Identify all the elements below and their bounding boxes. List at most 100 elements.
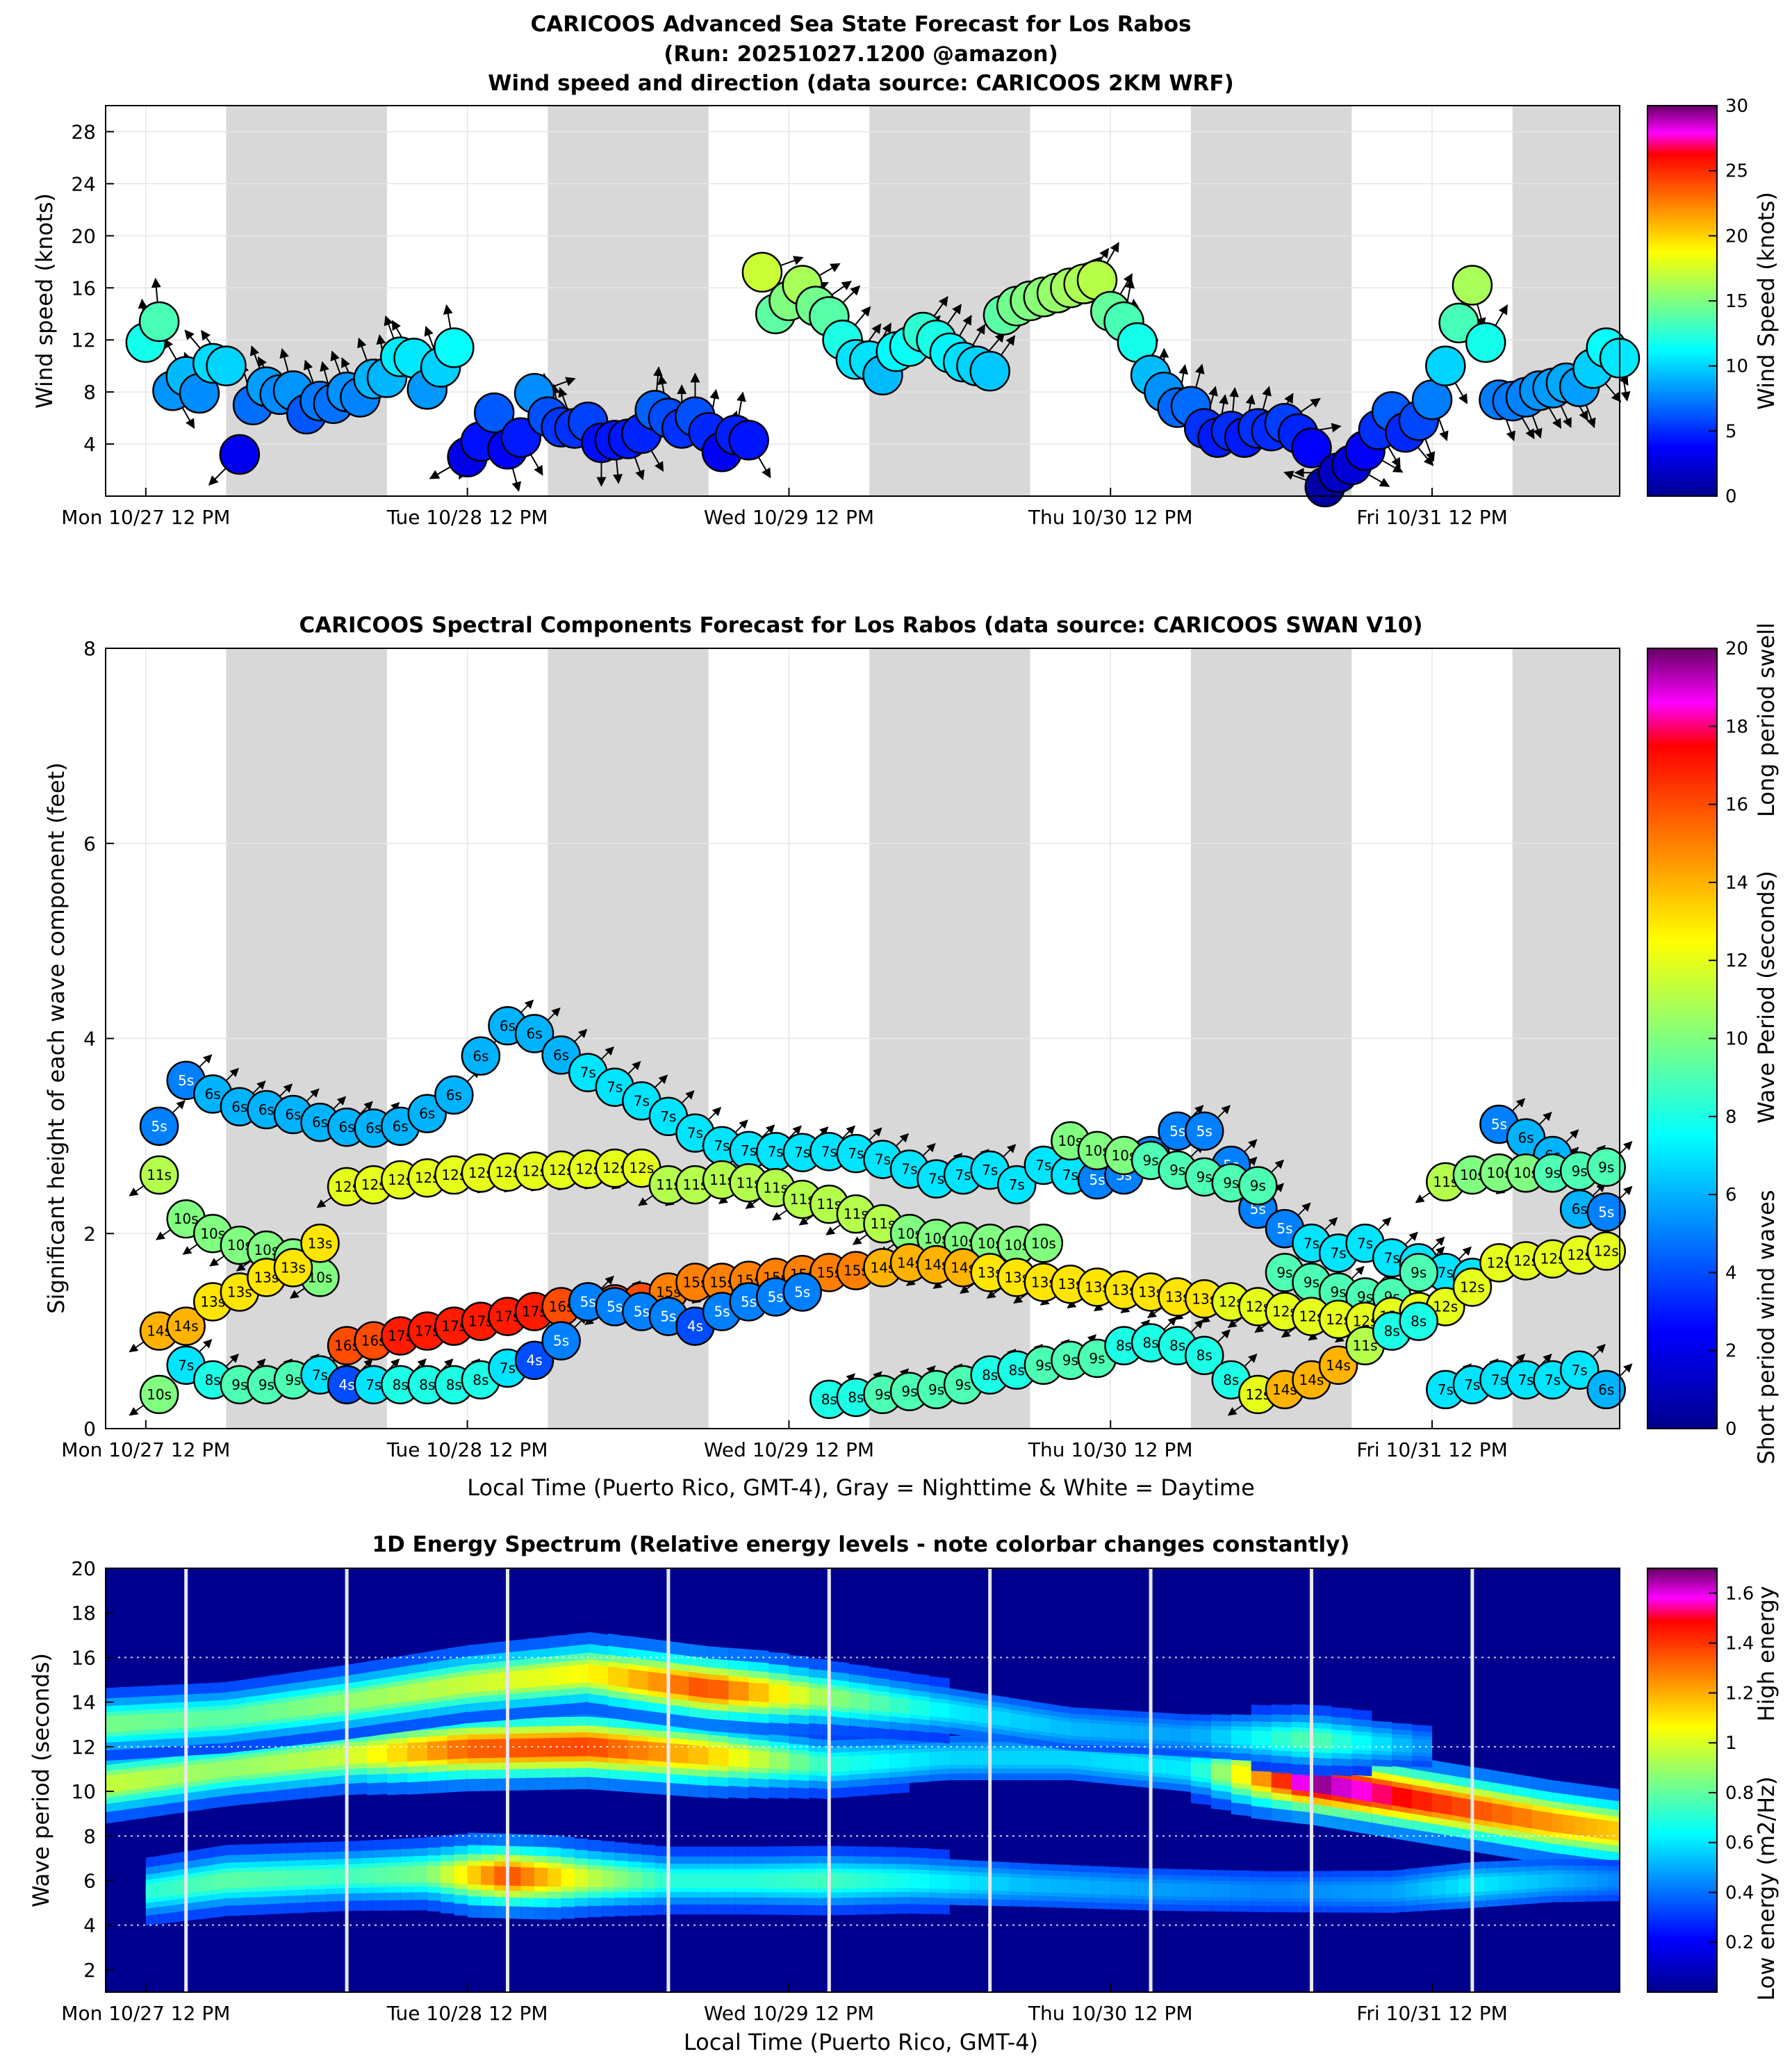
energy-contour-patch: [1432, 1880, 1446, 1896]
x-tick-label: Thu 10/30 12 PM: [1028, 2002, 1193, 2025]
y-tick-label: 8: [83, 1825, 96, 1848]
energy-contour-patch: [809, 1687, 830, 1707]
energy-contour-patch: [347, 1745, 368, 1765]
wind-speed-marker: [1465, 322, 1506, 363]
energy-contour-patch: [722, 1873, 736, 1889]
wave-component-marker: [139, 1374, 179, 1415]
energy-contour-patch: [929, 1701, 950, 1718]
colorbar-tick-label: 0: [1725, 486, 1737, 507]
y-tick-label: 2: [83, 1222, 96, 1245]
energy-contour-patch: [789, 1873, 803, 1889]
energy-contour-patch: [548, 1666, 568, 1686]
wave-period-label: 8s: [1223, 1372, 1239, 1388]
energy-contour-patch: [327, 1747, 347, 1767]
wave-period-label: 8s: [205, 1372, 221, 1388]
energy-contour-patch: [889, 1752, 910, 1769]
energy-contour-patch: [441, 1865, 454, 1884]
colorbar-tick-label: 4: [1725, 1263, 1737, 1283]
colorbar-tick-label: 16: [1725, 795, 1748, 816]
wind-speed-marker: [434, 327, 475, 368]
energy-contour-patch: [1372, 1885, 1392, 1898]
energy-contour-patch: [775, 1873, 789, 1889]
night-band: [1512, 106, 1620, 496]
energy-contour-patch: [869, 1694, 890, 1713]
energy-contour-patch: [186, 1711, 206, 1728]
y-tick-label: 16: [71, 277, 96, 299]
energy-contour-patch: [507, 1670, 528, 1690]
energy-contour-patch: [467, 1865, 481, 1885]
energy-contour-patch: [1331, 1776, 1352, 1799]
wave-period-label: 5s: [1197, 1123, 1213, 1140]
energy-contour-patch: [1131, 1725, 1151, 1741]
wave-component-marker: [514, 1340, 554, 1380]
wave-period-label: 6s: [205, 1086, 221, 1103]
energy-contour-patch: [1050, 1879, 1071, 1893]
y-tick-label: 24: [71, 172, 96, 195]
wind-speed-marker: [728, 420, 769, 461]
wave-period-label: 5s: [714, 1304, 730, 1320]
wave-component-marker: [461, 1036, 501, 1076]
wave-period-label: 7s: [1545, 1372, 1561, 1388]
energy-contour-patch: [1210, 1729, 1231, 1744]
wave-period-label: 8s: [1143, 1334, 1159, 1351]
wave-period-label: 7s: [1330, 1244, 1346, 1261]
x-tick-label: Thu 10/30 12 PM: [1028, 1438, 1193, 1461]
wave-period-label: 7s: [1572, 1362, 1588, 1379]
energy-contour-patch: [186, 1763, 206, 1783]
energy-contour-patch: [855, 1873, 870, 1889]
y-tick-label: 16: [71, 1646, 96, 1669]
energy-contour-patch: [1575, 1816, 1586, 1836]
wave-period-label: 9s: [1545, 1165, 1561, 1181]
wave-component-marker: [273, 1248, 313, 1288]
wind-speed-marker: [1291, 427, 1332, 468]
energy-contour-patch: [1110, 1724, 1131, 1739]
energy-contour-patch: [1210, 1763, 1231, 1782]
energy-contour-patch: [989, 1750, 1010, 1765]
energy-contour-patch: [1271, 1731, 1292, 1747]
energy-contour-patch: [1171, 1727, 1191, 1743]
wave-period-label: 7s: [1438, 1264, 1454, 1281]
wave-period-label: 5s: [1491, 1116, 1507, 1133]
energy-contour-patch: [648, 1671, 668, 1693]
energy-contour-patch: [266, 1702, 287, 1721]
energy-contour-patch: [869, 1873, 883, 1889]
energy-contour-patch: [347, 1868, 361, 1884]
energy-contour-patch: [1412, 1789, 1433, 1812]
colorbar-tick-label: 8: [1725, 1107, 1737, 1128]
energy-contour-patch: [306, 1696, 327, 1716]
energy-contour-patch: [1210, 1884, 1231, 1898]
x-tick-label: Mon 10/27 12 PM: [61, 1438, 230, 1461]
wave-period-label: 9s: [1089, 1350, 1105, 1367]
wave-period-label: 5s: [768, 1288, 784, 1305]
energy-contour-patch: [400, 1866, 414, 1883]
colorbar-tick-label: 1.2: [1725, 1683, 1754, 1704]
y-tick-label: 8: [83, 381, 96, 404]
wind-speed-marker: [138, 301, 180, 343]
colorbar-tick-label: 0.6: [1725, 1833, 1754, 1854]
energy-contour-patch: [480, 1866, 495, 1886]
wave-period-label: 11s: [147, 1167, 172, 1183]
wave-period-label: 8s: [472, 1372, 488, 1388]
wave-period-label: 6s: [1598, 1381, 1614, 1398]
energy-colorbar-ticks: 0.2 0.4 0.6 0.8 1 1.2 1.4 1.6: [1709, 1584, 1754, 1953]
energy-contour-patch: [1070, 1880, 1091, 1894]
energy-contour-patch: [748, 1750, 769, 1769]
energy-axes-frame: [105, 1568, 1620, 1993]
wave-period-label: 9s: [231, 1376, 247, 1393]
wave-component-marker: [1024, 1224, 1064, 1263]
wave-period-label: 7s: [982, 1162, 998, 1178]
wave-period-label: 8s: [982, 1367, 998, 1383]
energy-contour-patch: [487, 1672, 508, 1691]
energy-contour-patch: [882, 1873, 896, 1889]
energy-contour-patch: [816, 1873, 830, 1889]
wave-period-label: 12s: [1460, 1279, 1485, 1295]
energy-contour-patch: [1608, 1820, 1620, 1841]
energy-contour-patch: [969, 1750, 990, 1765]
wave-component-marker: [1586, 1370, 1626, 1410]
energy-contour-patch: [1030, 1878, 1051, 1893]
energy-contour-patch: [1151, 1727, 1172, 1741]
wave-period-label: 4s: [526, 1352, 542, 1369]
energy-contour-patch: [949, 1875, 970, 1890]
colorbar-tick-label: 20: [1725, 226, 1748, 247]
